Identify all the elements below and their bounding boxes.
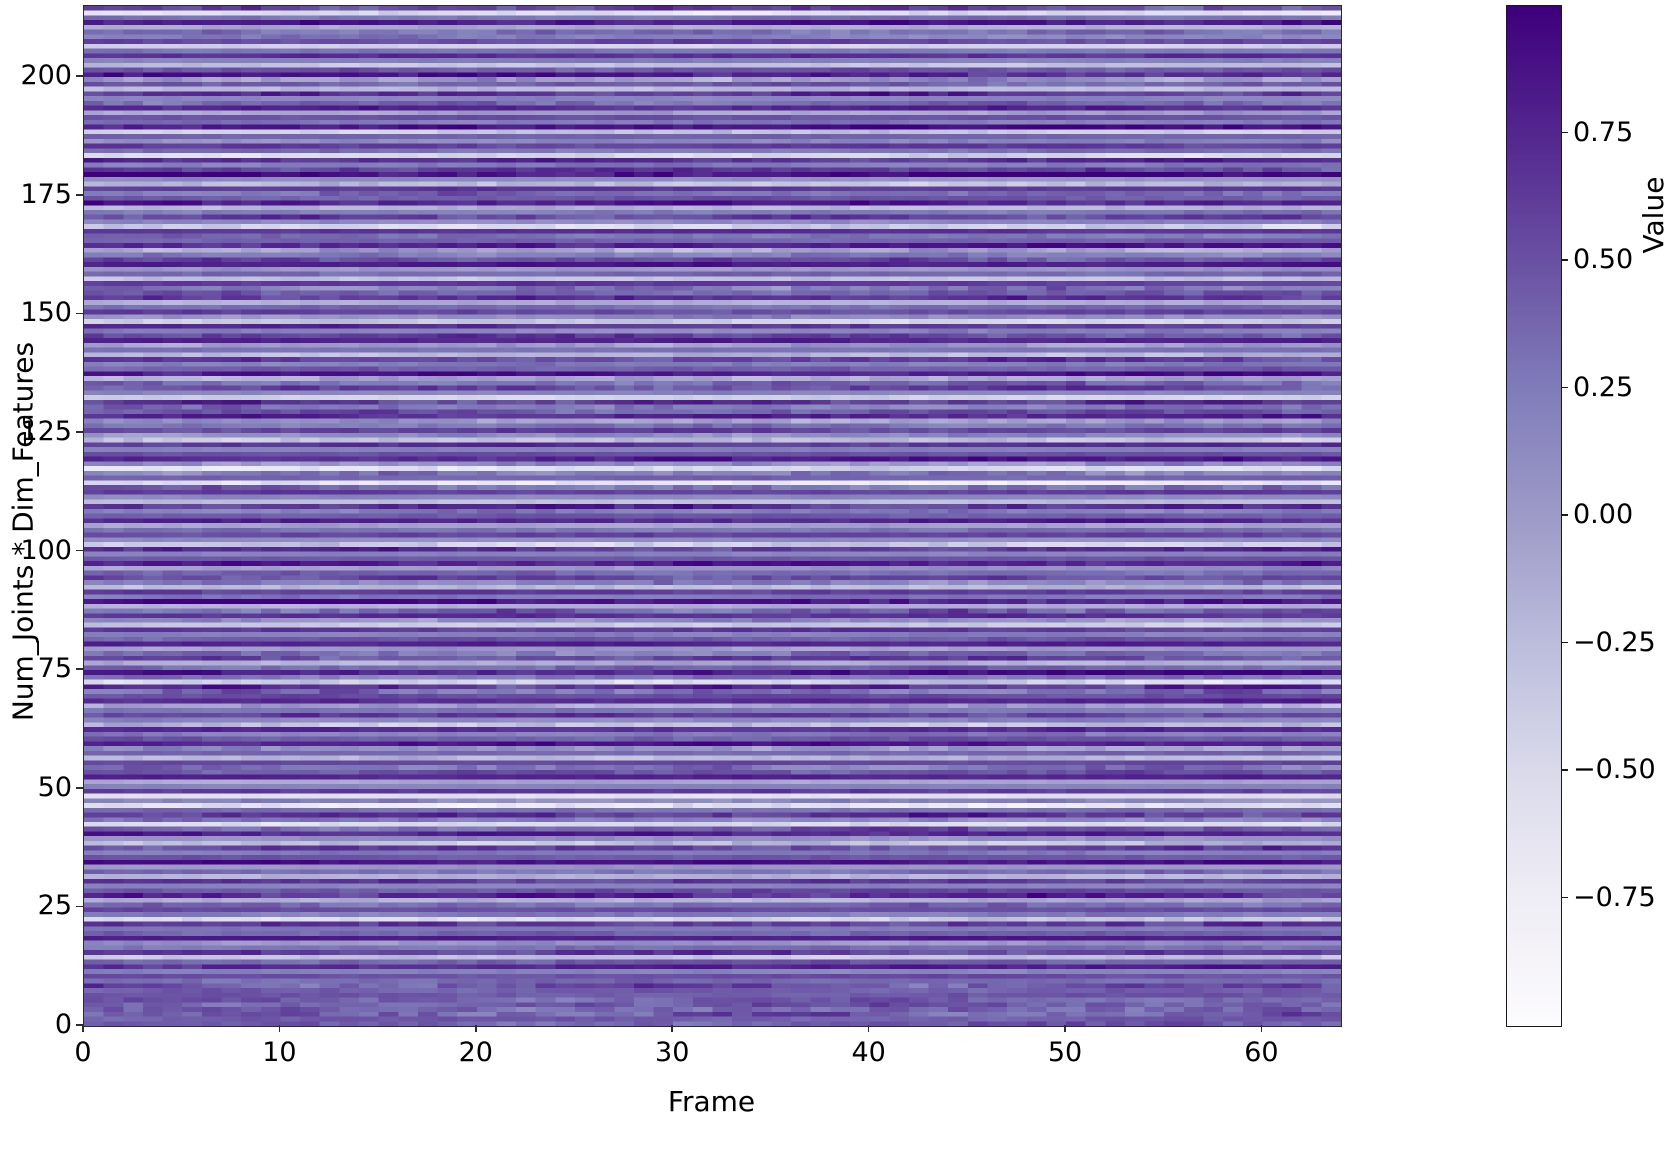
y-tick-label: 0 xyxy=(54,1009,72,1040)
colorbar-tick-mark xyxy=(1561,386,1568,389)
y-tick-label: 50 xyxy=(37,771,72,803)
x-tick-label: 50 xyxy=(1047,1037,1083,1068)
colorbar-tick-mark xyxy=(1561,641,1568,644)
colorbar-label: Value xyxy=(1637,176,1668,254)
y-tick-mark xyxy=(76,312,83,315)
x-tick-label: 40 xyxy=(851,1037,886,1068)
y-tick-mark xyxy=(76,549,83,552)
x-axis: Frame 0 10 20 30 40 50 60 xyxy=(0,1025,1668,1156)
x-tick-label: 60 xyxy=(1244,1037,1279,1068)
x-tick-mark xyxy=(1260,1025,1263,1032)
x-tick-label: 0 xyxy=(74,1037,92,1068)
colorbar-tick-mark xyxy=(1561,769,1568,771)
y-tick-label: 125 xyxy=(20,415,72,447)
x-tick-mark xyxy=(82,1025,84,1032)
colorbar xyxy=(1506,5,1562,1027)
x-tick-label: 30 xyxy=(655,1037,690,1068)
y-tick-label: 75 xyxy=(37,653,72,685)
y-tick-mark xyxy=(76,786,83,789)
x-tick-mark xyxy=(278,1025,281,1032)
heatmap-axes xyxy=(83,5,1342,1027)
y-tick-mark xyxy=(76,668,83,670)
y-tick-mark xyxy=(76,431,83,433)
x-tick-label: 10 xyxy=(262,1037,297,1068)
x-tick-label: 20 xyxy=(458,1037,493,1068)
colorbar-tick-label: −0.25 xyxy=(1573,626,1656,658)
x-tick-mark xyxy=(867,1025,870,1032)
colorbar-axis: −0.75 −0.50 −0.25 0.00 0.25 0.50 0.75 xyxy=(1561,5,1668,1025)
x-tick-mark xyxy=(475,1025,477,1032)
y-tick-mark xyxy=(76,193,83,196)
y-tick-label: 25 xyxy=(37,890,72,922)
colorbar-tick-label: −0.75 xyxy=(1573,881,1656,913)
colorbar-tick-mark xyxy=(1561,896,1568,899)
colorbar-tick-label: 0.50 xyxy=(1573,244,1634,275)
x-tick-mark xyxy=(1064,1025,1066,1032)
y-axis-label: Num_Joints * Dim_Features xyxy=(6,341,40,722)
y-axis: 0 25 50 75 100 125 150 175 200 xyxy=(0,0,83,1156)
colorbar-tick-label: 0.75 xyxy=(1573,116,1634,148)
y-tick-label: 200 xyxy=(20,60,72,92)
y-tick-label: 175 xyxy=(20,178,72,210)
colorbar-tick-label: 0.25 xyxy=(1573,371,1634,403)
y-tick-mark xyxy=(76,75,83,77)
y-tick-label: 150 xyxy=(20,297,72,329)
colorbar-tick-mark xyxy=(1561,131,1568,134)
x-axis-label: Frame xyxy=(667,1085,756,1118)
heatmap-image xyxy=(84,6,1341,1026)
colorbar-gradient xyxy=(1507,6,1561,1026)
y-tick-mark xyxy=(76,1024,83,1026)
x-tick-mark xyxy=(671,1025,674,1032)
y-tick-mark xyxy=(76,905,83,908)
colorbar-tick-mark xyxy=(1561,514,1568,516)
y-tick-label: 100 xyxy=(20,534,72,566)
colorbar-tick-mark xyxy=(1561,259,1568,261)
colorbar-tick-label: −0.50 xyxy=(1573,754,1656,785)
colorbar-tick-label: 0.00 xyxy=(1573,499,1634,530)
